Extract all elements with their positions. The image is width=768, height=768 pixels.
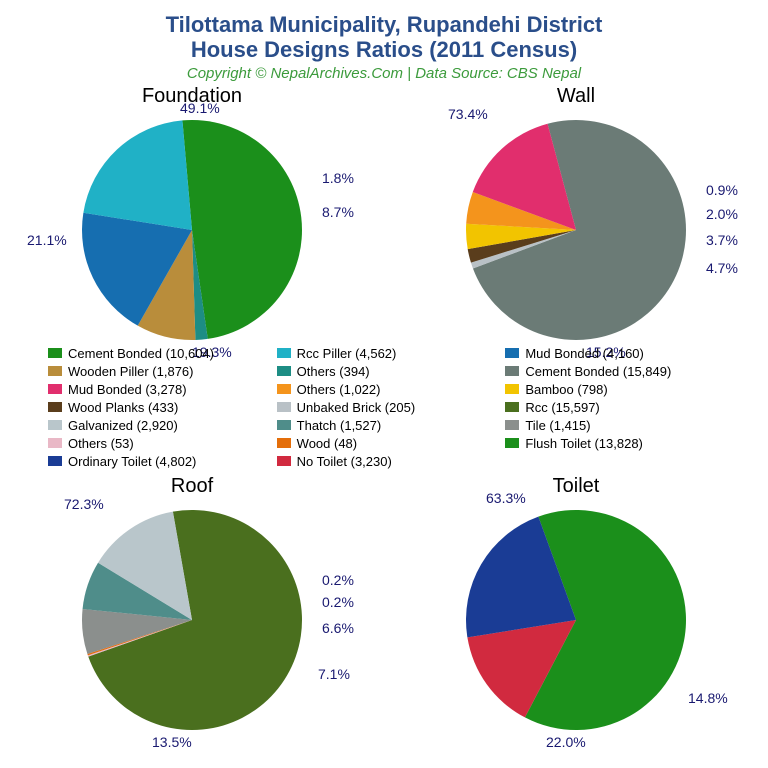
legend-item: Mud Bonded (3,278)	[48, 380, 271, 398]
legend-swatch	[277, 438, 291, 448]
legend-swatch	[48, 402, 62, 412]
legend-item: Cement Bonded (15,849)	[505, 362, 728, 380]
pie-foundation: 49.1%1.8%8.7%19.3%21.1%	[72, 110, 312, 350]
legend-item: No Toilet (3,230)	[277, 452, 500, 470]
legend-swatch	[505, 348, 519, 358]
title-line-1: Tilottama Municipality, Rupandehi Distri…	[0, 12, 768, 37]
pct-label: 0.9%	[706, 182, 738, 198]
legend-item: Wooden Piller (1,876)	[48, 362, 271, 380]
pct-label: 7.1%	[318, 666, 350, 682]
pct-label: 2.0%	[706, 206, 738, 222]
legend-item: Others (394)	[277, 362, 500, 380]
legend-swatch	[48, 348, 62, 358]
legend-label: Thatch (1,527)	[297, 418, 382, 433]
pie-wall: 73.4%0.9%2.0%3.7%4.7%15.2%	[456, 110, 696, 350]
title-block: Tilottama Municipality, Rupandehi Distri…	[0, 0, 768, 82]
pct-label: 49.1%	[180, 100, 220, 116]
legend-swatch	[277, 384, 291, 394]
legend-label: Rcc (15,597)	[525, 400, 599, 415]
legend-swatch	[505, 420, 519, 430]
pct-label: 4.7%	[706, 260, 738, 276]
legend-label: Rcc Piller (4,562)	[297, 346, 397, 361]
pie-toilet: 63.3%14.8%22.0%	[456, 500, 696, 740]
legend-label: Others (1,022)	[297, 382, 381, 397]
legend-swatch	[48, 438, 62, 448]
chart-roof: Roof 72.3%0.2%0.2%6.6%7.1%13.5%	[12, 475, 372, 740]
chart-foundation: Foundation 49.1%1.8%8.7%19.3%21.1%	[12, 85, 372, 350]
legend-swatch	[48, 384, 62, 394]
legend-item: Others (1,022)	[277, 380, 500, 398]
pie-slice	[83, 120, 192, 230]
legend-item: Unbaked Brick (205)	[277, 398, 500, 416]
legend-item: Wood Planks (433)	[48, 398, 271, 416]
legend-swatch	[505, 438, 519, 448]
legend-label: No Toilet (3,230)	[297, 454, 392, 469]
pie-roof: 72.3%0.2%0.2%6.6%7.1%13.5%	[72, 500, 312, 740]
legend-label: Ordinary Toilet (4,802)	[68, 454, 196, 469]
pct-label: 22.0%	[546, 734, 586, 750]
legend-label: Tile (1,415)	[525, 418, 590, 433]
chart-wall: Wall 73.4%0.9%2.0%3.7%4.7%15.2%	[396, 85, 756, 350]
legend-label: Unbaked Brick (205)	[297, 400, 416, 415]
chart-title-roof: Roof	[12, 475, 372, 498]
chart-toilet: Toilet 63.3%14.8%22.0%	[396, 475, 756, 740]
legend-label: Others (394)	[297, 364, 370, 379]
title-line-2: House Designs Ratios (2011 Census)	[0, 37, 768, 62]
pct-label: 14.8%	[688, 690, 728, 706]
pct-label: 63.3%	[486, 490, 526, 506]
legend-label: Cement Bonded (15,849)	[525, 364, 671, 379]
legend-swatch	[277, 366, 291, 376]
legend-swatch	[277, 456, 291, 466]
pct-label: 73.4%	[448, 106, 488, 122]
legend-item: Flush Toilet (13,828)	[505, 434, 728, 452]
pct-label: 0.2%	[322, 594, 354, 610]
legend-label: Wood (48)	[297, 436, 357, 451]
pct-label: 6.6%	[322, 620, 354, 636]
legend-swatch	[48, 420, 62, 430]
legend-item: Galvanized (2,920)	[48, 416, 271, 434]
pct-label: 13.5%	[152, 734, 192, 750]
legend-label: Mud Bonded (3,278)	[68, 382, 187, 397]
chart-title-toilet: Toilet	[396, 475, 756, 498]
legend-swatch	[505, 402, 519, 412]
legend-label: Bamboo (798)	[525, 382, 607, 397]
legend-swatch	[277, 420, 291, 430]
legend-item: Wood (48)	[277, 434, 500, 452]
chart-title-wall: Wall	[396, 85, 756, 108]
legend-item: Rcc (15,597)	[505, 398, 728, 416]
legend-item: Tile (1,415)	[505, 416, 728, 434]
pct-label: 21.1%	[27, 232, 67, 248]
charts-row-bottom: Roof 72.3%0.2%0.2%6.6%7.1%13.5% Toilet 6…	[0, 475, 768, 740]
legend-item: Ordinary Toilet (4,802)	[48, 452, 271, 470]
pct-label: 3.7%	[706, 232, 738, 248]
legend-item: Mud Bonded (4,160)	[505, 344, 728, 362]
legend-item: Thatch (1,527)	[277, 416, 500, 434]
pct-label: 72.3%	[64, 496, 104, 512]
legend-label: Flush Toilet (13,828)	[525, 436, 643, 451]
pct-label: 0.2%	[322, 572, 354, 588]
legend-item: Rcc Piller (4,562)	[277, 344, 500, 362]
legend-swatch	[505, 384, 519, 394]
legend-swatch	[48, 456, 62, 466]
legend-swatch	[505, 366, 519, 376]
pct-label: 1.8%	[322, 170, 354, 186]
legend-label: Wooden Piller (1,876)	[68, 364, 194, 379]
legend-label: Others (53)	[68, 436, 134, 451]
copyright-text: Copyright © NepalArchives.Com | Data Sou…	[0, 65, 768, 82]
legend-item: Bamboo (798)	[505, 380, 728, 398]
legend: Cement Bonded (10,604) Rcc Piller (4,562)…	[48, 344, 728, 470]
legend-label: Cement Bonded (10,604)	[68, 346, 214, 361]
legend-label: Mud Bonded (4,160)	[525, 346, 644, 361]
charts-row-top: Foundation 49.1%1.8%8.7%19.3%21.1% Wall …	[0, 85, 768, 350]
legend-item: Others (53)	[48, 434, 271, 452]
legend-swatch	[48, 366, 62, 376]
legend-label: Galvanized (2,920)	[68, 418, 178, 433]
legend-swatch	[277, 402, 291, 412]
legend-item: Cement Bonded (10,604)	[48, 344, 271, 362]
legend-label: Wood Planks (433)	[68, 400, 178, 415]
legend-swatch	[277, 348, 291, 358]
pct-label: 8.7%	[322, 204, 354, 220]
